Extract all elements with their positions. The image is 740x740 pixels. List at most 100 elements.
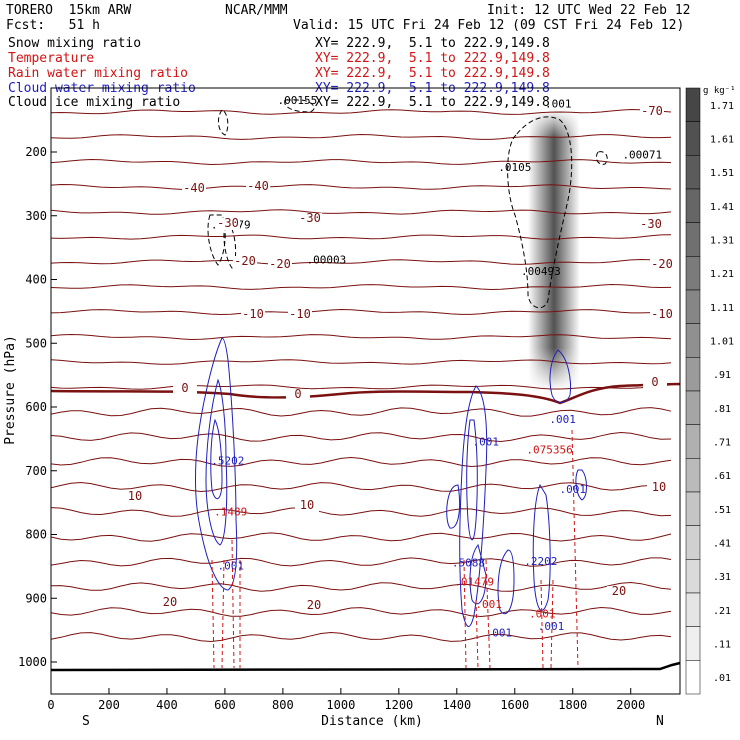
isotherm-line bbox=[51, 507, 672, 517]
south-label: S bbox=[82, 714, 90, 729]
colorbar-label: .21 bbox=[713, 606, 731, 617]
temp-label-bg bbox=[647, 482, 671, 494]
colorbar-label: .51 bbox=[713, 505, 731, 516]
temp-label-bg bbox=[182, 183, 206, 195]
colorbar-swatch bbox=[685, 155, 701, 190]
temperature-labels: -70 -40 -40 -30 -30 -30 -20 -20 -20 -10 -10 -10 0 0 0 1… bbox=[123, 104, 674, 612]
maximum-label: .5088 bbox=[452, 556, 485, 569]
colorbar-label: 1.31 bbox=[710, 236, 734, 247]
temp-label: -20 bbox=[651, 257, 673, 271]
temp-label-bg bbox=[158, 597, 182, 609]
maximum-label: .00155 bbox=[278, 94, 318, 107]
temp-label-bg bbox=[268, 259, 292, 271]
colorbar-swatch bbox=[685, 222, 701, 257]
temp-label-bg bbox=[302, 600, 326, 612]
temp-label: -70 bbox=[641, 104, 663, 118]
isotherm-line bbox=[51, 407, 672, 417]
temp-label: 0 bbox=[181, 381, 188, 395]
colorbar-label: .31 bbox=[713, 572, 731, 583]
x-tick-label: 1200 bbox=[384, 698, 413, 712]
temp-label: 10 bbox=[652, 480, 666, 494]
maximum-label: .075356 bbox=[526, 444, 572, 457]
field-xy-cloud-ice: XY= 222.9, 5.1 to 222.9,149.8 bbox=[315, 95, 550, 110]
colorbar-label: 1.71 bbox=[710, 101, 734, 112]
isotherm-line bbox=[51, 631, 672, 643]
colorbar-swatch bbox=[685, 458, 701, 493]
temp-label-bg bbox=[295, 500, 319, 512]
rain-water-contours bbox=[211, 429, 579, 669]
temp-label: -30 bbox=[640, 217, 662, 231]
maximum-label: .0105 bbox=[498, 161, 531, 174]
y-tick-label: 400 bbox=[25, 273, 47, 287]
isotherm-line bbox=[51, 557, 672, 567]
temp-label: 10 bbox=[300, 498, 314, 512]
y-tick-label: 200 bbox=[25, 145, 47, 159]
isotherm-line bbox=[51, 108, 672, 115]
x-tick-label: 200 bbox=[98, 698, 120, 712]
x-axis: 0 200 400 600 800 1000 1200 1400 1600 1800 2000 bbox=[47, 688, 645, 712]
field-label-rain: Rain water mixing ratio bbox=[8, 66, 189, 81]
cloud-ice-contours bbox=[207, 99, 608, 309]
field-label-snow: Snow mixing ratio bbox=[8, 36, 142, 51]
colorbar-label: 1.01 bbox=[710, 337, 734, 348]
temp-label: -30 bbox=[299, 211, 321, 225]
maximum-label: .001 bbox=[549, 413, 576, 426]
colorbar-swatch bbox=[685, 491, 701, 526]
forecast-hour: Fcst: 51 h bbox=[6, 18, 100, 33]
isotherm-line bbox=[51, 234, 672, 240]
isotherm-line bbox=[51, 532, 672, 542]
field-xy-snow: XY= 222.9, 5.1 to 222.9,149.8 bbox=[315, 36, 550, 51]
maximum-label: .001 bbox=[473, 435, 500, 448]
temp-label: 0 bbox=[651, 375, 658, 389]
colorbar-label: .01 bbox=[713, 673, 731, 684]
temp-label-bg bbox=[246, 181, 270, 193]
colorbar-swatch bbox=[685, 323, 701, 358]
isotherm-line bbox=[51, 384, 672, 390]
colorbar-swatch bbox=[685, 525, 701, 560]
temp-label: 20 bbox=[307, 598, 321, 612]
north-label: N bbox=[656, 714, 664, 729]
isotherm-line bbox=[51, 209, 672, 215]
x-tick-label: 1000 bbox=[326, 698, 355, 712]
colorbar-swatch bbox=[685, 188, 701, 223]
x-axis-label: Distance (km) bbox=[321, 714, 423, 729]
temp-label-bg bbox=[640, 106, 664, 118]
colorbar-label: .11 bbox=[713, 640, 731, 651]
temp-label-bg bbox=[650, 259, 674, 271]
colorbar-label: 1.61 bbox=[710, 135, 734, 146]
temp-label: -30 bbox=[217, 216, 239, 230]
y-tick-label: 1000 bbox=[18, 655, 47, 669]
maximum-label: .00493 bbox=[521, 265, 561, 278]
x-tick-label: 400 bbox=[156, 698, 178, 712]
y-axis: 200 300 400 500 600 700 800 900 1000 bbox=[18, 145, 57, 669]
temp-label-bg bbox=[288, 309, 312, 321]
maxima-labels: .00155.0105.00071.00279.00003.00493.001.… bbox=[211, 94, 662, 639]
colorbar-label: 1.11 bbox=[710, 303, 734, 314]
colorbar-swatch bbox=[685, 559, 701, 594]
maximum-label: .001 bbox=[486, 627, 513, 640]
temp-label-bg bbox=[123, 491, 147, 503]
cloud-ice-plume bbox=[528, 112, 580, 392]
maximum-label: .01479 bbox=[454, 576, 494, 589]
colorbar-swatch bbox=[685, 357, 701, 392]
temp-label-bg bbox=[233, 256, 257, 268]
field-label-temperature: Temperature bbox=[8, 51, 95, 66]
maximum-label: .2202 bbox=[524, 555, 557, 568]
org-title: NCAR/MMM bbox=[225, 3, 288, 18]
isotherm-line bbox=[51, 158, 672, 166]
colorbar: 1.71 1.61 1.51 1.41 1.31 1.21 1.11 1.01 .91 .81 .7… bbox=[685, 87, 734, 695]
temp-label-bg bbox=[607, 586, 631, 598]
colorbar-label: .61 bbox=[713, 471, 731, 482]
colorbar-label: .91 bbox=[713, 370, 731, 381]
isotherm-line bbox=[51, 481, 672, 493]
temperature-contours bbox=[51, 108, 680, 643]
y-tick-label: 700 bbox=[25, 464, 47, 478]
temp-label-bg bbox=[286, 389, 310, 401]
maximum-label: .00071 bbox=[622, 148, 662, 161]
maximum-label: .00003 bbox=[306, 254, 346, 267]
plot-frame bbox=[50, 87, 681, 695]
colorbar-label: .41 bbox=[713, 539, 731, 550]
isotherm-line bbox=[51, 581, 672, 592]
colorbar-swatch bbox=[685, 592, 701, 627]
